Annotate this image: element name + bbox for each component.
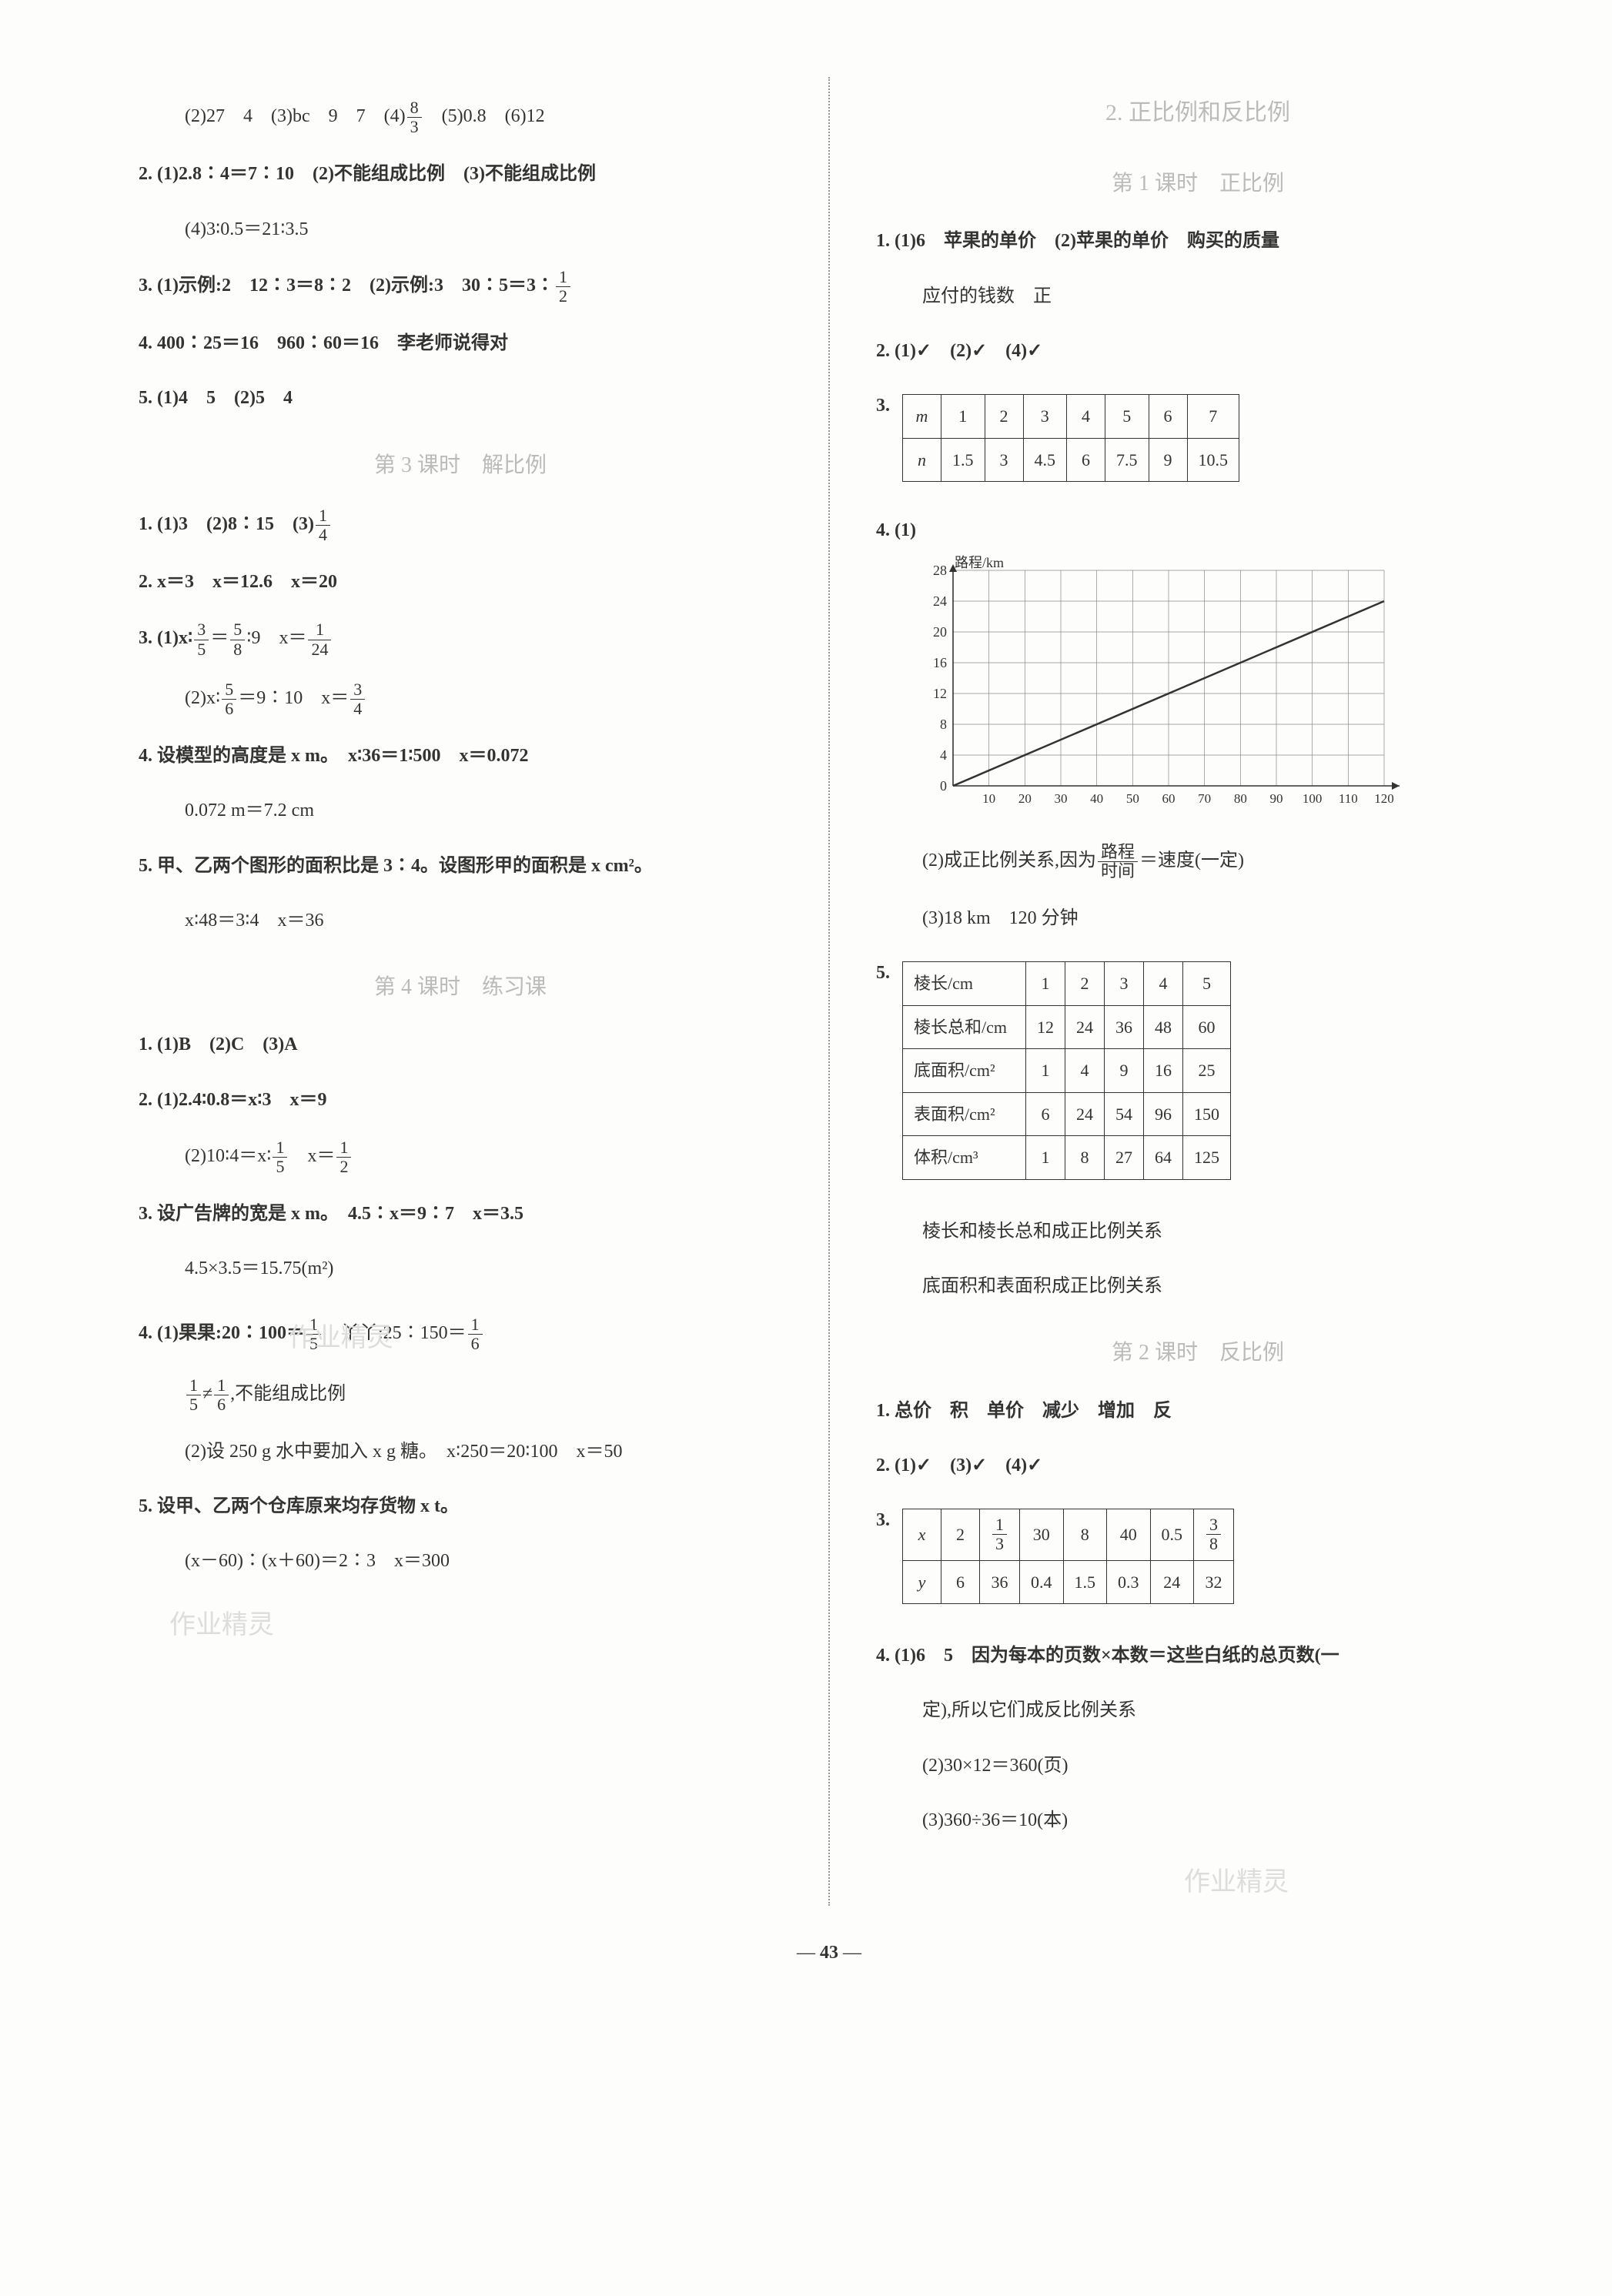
svg-text:70: 70 <box>1198 791 1211 806</box>
text-line: (2)10∶4＝x∶15 x＝12 <box>139 1138 782 1176</box>
text-line: 15≠16,不能组成比例 <box>139 1376 782 1414</box>
text-line: 棱长和棱长总和成正比例关系 <box>876 1215 1520 1248</box>
section-heading: 第 2 课时 反比例 <box>876 1334 1520 1372</box>
svg-text:80: 80 <box>1234 791 1247 806</box>
watermark: 作业精灵 <box>1184 1868 1289 1897</box>
problem-4: 4. (1) 路程/km0481216202428102030405060708… <box>876 514 1520 820</box>
text-line: 5. 设甲、乙两个仓库原来均存货物 x t。 <box>139 1490 782 1523</box>
table-5: 棱长/cm12345棱长总和/cm1224364860底面积/cm²149162… <box>902 961 1231 1180</box>
text-line: 0.072 m＝7.2 cm <box>139 794 782 827</box>
section-heading: 第 3 课时 解比例 <box>139 446 782 485</box>
svg-text:90: 90 <box>1270 791 1283 806</box>
table-2-3: x213308400.538y6360.41.50.32432 <box>902 1509 1234 1604</box>
text-line: (2)x∶56＝9∶10 x＝34 <box>139 680 782 718</box>
svg-text:30: 30 <box>1055 791 1068 806</box>
text-line: 应付的钱数 正 <box>876 280 1520 313</box>
section-heading: 第 4 课时 练习课 <box>139 968 782 1007</box>
svg-text:路程/km: 路程/km <box>955 555 1004 570</box>
text-line: 5. (1)4 5 (2)5 4 <box>139 382 782 415</box>
svg-text:10: 10 <box>982 791 995 806</box>
text-line: 2. (1)✓ (2)✓ (4)✓ <box>876 335 1520 368</box>
problem-3: 3. m1234567n1.534.567.5910.5 <box>876 389 1520 496</box>
text-line: 5. 甲、乙两个图形的面积比是 3∶4。设图形甲的面积是 x cm²。 <box>139 850 782 883</box>
text-line: 1. (1)B (2)C (3)A <box>139 1028 782 1061</box>
text-line: 1. (1)6 苹果的单价 (2)苹果的单价 购买的质量 <box>876 225 1520 258</box>
text-line: 4. (1)果果:20∶100＝15 丫丫:25∶150＝16 作业精灵 <box>139 1307 782 1354</box>
section-heading: 第 1 课时 正比例 <box>876 165 1520 203</box>
svg-text:12: 12 <box>933 686 947 701</box>
text-line: (2)30×12＝360(页) <box>876 1750 1520 1783</box>
right-column: 2. 正比例和反比例 第 1 课时 正比例 1. (1)6 苹果的单价 (2)苹… <box>876 77 1520 1906</box>
svg-text:50: 50 <box>1126 791 1139 806</box>
page-number: — 43 — <box>139 1937 1520 1970</box>
text-line: 4. (1)6 5 因为每本的页数×本数＝这些白纸的总页数(一 <box>876 1639 1520 1673</box>
svg-text:110: 110 <box>1339 791 1358 806</box>
text-line: (2)成正比例关系,因为路程时间＝速度(一定) <box>876 843 1520 881</box>
text-line: 2. x＝3 x＝12.6 x＝20 <box>139 566 782 599</box>
text-line: 4. 400∶25＝16 960∶60＝16 李老师说得对 <box>139 327 782 360</box>
table-3: m1234567n1.534.567.5910.5 <box>902 394 1239 482</box>
text-line: 2. (1)2.8∶4＝7∶10 (2)不能组成比例 (3)不能组成比例 <box>139 158 782 191</box>
text-line: 2. (1)✓ (3)✓ (4)✓ <box>876 1449 1520 1482</box>
page-content: (2)27 4 (3)bc 9 7 (4)83 (5)0.8 (6)12 2. … <box>139 77 1520 1906</box>
svg-text:16: 16 <box>933 655 947 670</box>
svg-text:120: 120 <box>1374 791 1394 806</box>
left-column: (2)27 4 (3)bc 9 7 (4)83 (5)0.8 (6)12 2. … <box>139 77 782 1906</box>
text-line: 2. (1)2.4∶0.8＝x∶3 x＝9 <box>139 1084 782 1117</box>
line-chart: 路程/km 0 4 8 12 16 20 24 28 10 20 30 40 50 60 70 80 90 100 1… <box>907 555 1520 820</box>
text-line: (2)27 4 (3)bc 9 7 (4)83 (5)0.8 (6)12 <box>139 99 782 136</box>
svg-text:100: 100 <box>1303 791 1323 806</box>
text-line: 4.5×3.5＝15.75(m²) <box>139 1252 782 1285</box>
svg-text:60: 60 <box>1162 791 1176 806</box>
text-line: 1. 总价 积 单价 减少 增加 反 <box>876 1395 1520 1428</box>
text-line: 定),所以它们成反比例关系 <box>876 1694 1520 1727</box>
text-line: (3)360÷36＝10(本) <box>876 1804 1520 1837</box>
text-line: 3. 设广告牌的宽是 x m。 4.5∶x＝9∶7 x＝3.5 <box>139 1198 782 1231</box>
svg-text:20: 20 <box>933 624 947 640</box>
text-line: 3. (1)示例:2 12∶3＝8∶2 (2)示例:3 30∶5＝3∶12 <box>139 268 782 306</box>
text-line: 底面积和表面积成正比例关系 <box>876 1270 1520 1303</box>
svg-text:0: 0 <box>940 778 947 794</box>
svg-text:28: 28 <box>933 563 947 578</box>
main-heading: 2. 正比例和反比例 <box>876 92 1520 134</box>
svg-text:20: 20 <box>1018 791 1032 806</box>
column-divider <box>828 77 830 1906</box>
text-line: 3. (1)x∶35＝58∶9 x＝124 <box>139 620 782 658</box>
text-line: (4)3∶0.5＝21∶3.5 <box>139 213 782 246</box>
text-line: (x－60)∶(x＋60)＝2∶3 x＝300 <box>139 1545 782 1578</box>
watermark: 作业精灵 <box>289 1324 393 1352</box>
text-line: (2)设 250 g 水中要加入 x g 糖。 x∶250＝20∶100 x＝5… <box>139 1435 782 1469</box>
problem-5: 5. 棱长/cm12345棱长总和/cm1224364860底面积/cm²149… <box>876 957 1520 1194</box>
svg-text:8: 8 <box>940 717 947 732</box>
text-line: 4. 设模型的高度是 x m。 x∶36＝1∶500 x＝0.072 <box>139 740 782 773</box>
text-line: (3)18 km 120 分钟 <box>876 902 1520 935</box>
text-line: x∶48＝3∶4 x＝36 <box>139 904 782 937</box>
problem-2-3: 3. x213308400.538y6360.41.50.32432 <box>876 1504 1520 1618</box>
svg-text:4: 4 <box>940 747 947 763</box>
watermark: 作业精灵 <box>169 1602 782 1649</box>
svg-text:24: 24 <box>933 593 947 609</box>
svg-text:40: 40 <box>1090 791 1103 806</box>
text-line: 1. (1)3 (2)8∶15 (3)14 <box>139 506 782 544</box>
